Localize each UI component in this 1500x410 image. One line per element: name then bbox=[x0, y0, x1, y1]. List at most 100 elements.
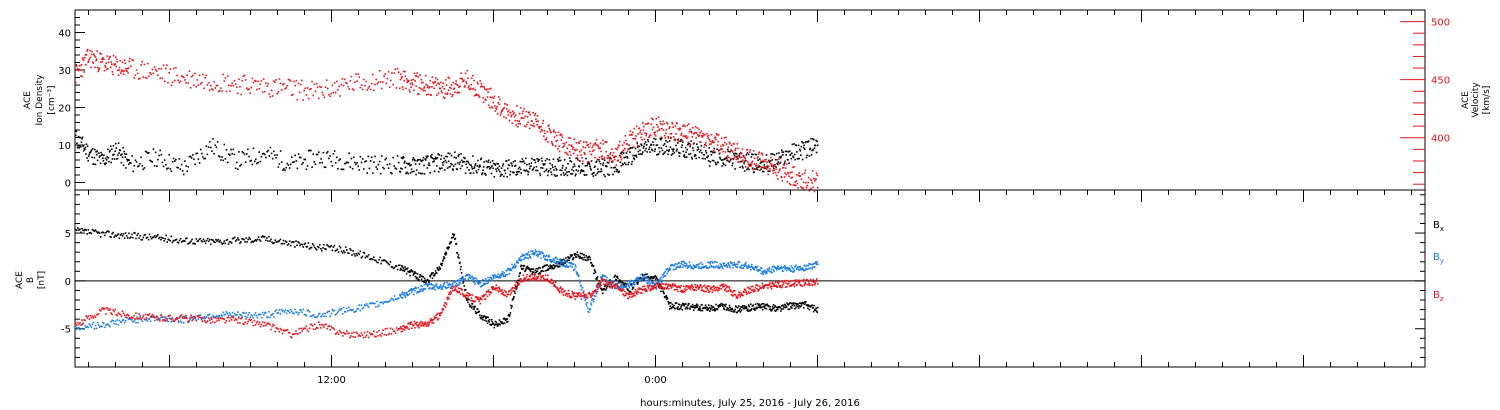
velocity-point bbox=[673, 138, 676, 141]
field-point-by bbox=[770, 270, 772, 273]
field-point-bx bbox=[403, 270, 406, 272]
density-point bbox=[625, 163, 627, 166]
velocity-point bbox=[210, 84, 212, 87]
field-point-bx bbox=[403, 269, 405, 271]
density-point bbox=[145, 151, 148, 153]
field-point-by bbox=[783, 265, 786, 267]
velocity-point bbox=[805, 181, 807, 184]
field-point-bx bbox=[441, 262, 444, 265]
field-point-bx bbox=[700, 309, 702, 312]
density-point bbox=[291, 156, 293, 158]
density-point bbox=[684, 146, 687, 149]
density-point bbox=[490, 172, 493, 175]
field-point-bx bbox=[774, 305, 776, 307]
field-point-bz bbox=[414, 322, 417, 325]
density-point bbox=[425, 155, 427, 158]
density-point bbox=[487, 159, 490, 162]
field-point-bx bbox=[747, 304, 750, 306]
velocity-point bbox=[647, 122, 650, 125]
field-point-by bbox=[639, 279, 642, 282]
field-point-by bbox=[778, 266, 781, 269]
density-point bbox=[404, 166, 407, 169]
velocity-point bbox=[283, 82, 285, 85]
density-point bbox=[739, 160, 742, 163]
field-point-by bbox=[585, 303, 587, 305]
velocity-point bbox=[612, 160, 614, 162]
field-point-by bbox=[307, 309, 310, 311]
density-point bbox=[679, 140, 682, 143]
density-point bbox=[502, 163, 505, 165]
velocity-point bbox=[523, 107, 525, 110]
field-point-by bbox=[246, 316, 248, 318]
velocity-point bbox=[510, 115, 512, 118]
field-point-bz bbox=[314, 328, 317, 330]
field-point-bx bbox=[503, 322, 506, 324]
velocity-point bbox=[570, 144, 573, 146]
density-point bbox=[226, 161, 229, 164]
density-point bbox=[301, 163, 303, 166]
field-point-bx bbox=[596, 278, 598, 280]
field-point-bz bbox=[323, 326, 325, 328]
density-point bbox=[340, 168, 343, 171]
density-point bbox=[243, 153, 246, 156]
velocity-point bbox=[432, 81, 434, 84]
field-point-bx bbox=[202, 238, 205, 241]
velocity-point bbox=[402, 88, 404, 91]
velocity-point bbox=[343, 78, 346, 81]
field-point-bx bbox=[714, 310, 716, 312]
field-point-by bbox=[399, 294, 401, 296]
density-point bbox=[282, 169, 284, 171]
field-point-bx bbox=[111, 232, 113, 235]
field-point-by bbox=[301, 311, 303, 314]
density-point bbox=[265, 156, 267, 159]
field-point-bx bbox=[575, 256, 578, 258]
field-point-by bbox=[657, 280, 659, 283]
velocity-point bbox=[447, 76, 449, 79]
velocity-point bbox=[560, 139, 562, 141]
density-point bbox=[464, 172, 467, 174]
density-point bbox=[192, 154, 194, 156]
density-point bbox=[121, 156, 124, 158]
velocity-point bbox=[499, 114, 502, 116]
density-point bbox=[789, 153, 792, 156]
velocity-point bbox=[728, 156, 730, 159]
velocity-point bbox=[750, 163, 753, 166]
velocity-point bbox=[665, 132, 667, 135]
velocity-point bbox=[551, 142, 553, 145]
field-point-bx bbox=[743, 305, 746, 307]
density-point bbox=[90, 150, 92, 153]
velocity-point bbox=[201, 81, 203, 84]
field-point-by bbox=[692, 264, 695, 266]
density-point bbox=[782, 154, 784, 156]
field-point-bx bbox=[763, 303, 765, 305]
density-point bbox=[547, 171, 550, 173]
density-point bbox=[211, 150, 213, 152]
field-point-bx bbox=[723, 307, 725, 309]
velocity-point bbox=[393, 72, 395, 74]
velocity-point bbox=[356, 80, 358, 82]
density-point bbox=[799, 150, 802, 152]
field-point-bx bbox=[153, 235, 156, 237]
density-point bbox=[530, 162, 533, 164]
field-point-bx bbox=[229, 241, 232, 243]
field-point-bx bbox=[614, 275, 616, 278]
density-point bbox=[296, 167, 299, 170]
field-point-bx bbox=[532, 268, 534, 270]
field-point-by bbox=[516, 260, 518, 262]
field-point-bz bbox=[447, 293, 450, 296]
density-point bbox=[231, 152, 233, 155]
velocity-point bbox=[80, 75, 82, 77]
field-point-bx bbox=[425, 280, 428, 282]
density-point bbox=[122, 164, 125, 167]
field-point-bx bbox=[665, 295, 667, 297]
field-point-by bbox=[329, 315, 331, 317]
field-point-bx bbox=[619, 280, 621, 283]
field-point-by bbox=[298, 312, 300, 314]
velocity-point bbox=[679, 128, 682, 130]
density-point bbox=[537, 160, 539, 162]
velocity-point bbox=[197, 84, 200, 86]
density-point bbox=[477, 168, 480, 171]
field-point-by bbox=[580, 284, 582, 287]
velocity-point bbox=[558, 150, 561, 153]
